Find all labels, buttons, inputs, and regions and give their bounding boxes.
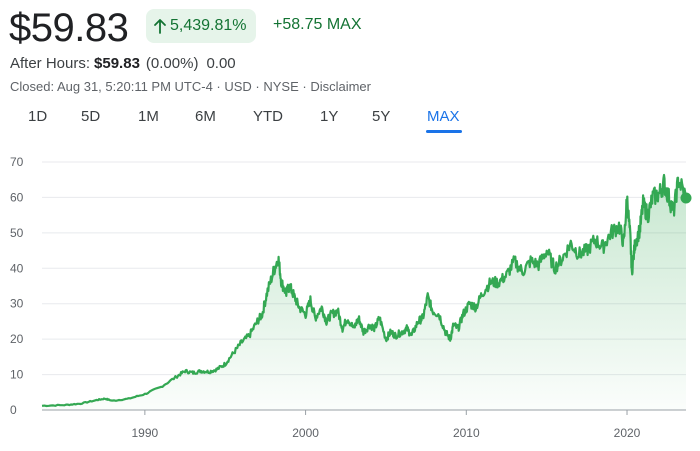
current-price: $59.83 — [9, 6, 129, 50]
price-chart: 0 10 20 30 40 50 60 70 1990 2000 2010 2020 — [10, 155, 692, 440]
price-area-fill — [42, 175, 686, 410]
after-hours-line: After Hours: $59.83 (0.00%) 0.00 — [10, 55, 236, 72]
range-tab-5d[interactable]: 5D — [81, 108, 101, 125]
x-tick-label-2020: 2020 — [614, 426, 641, 440]
x-tick-label-2010: 2010 — [453, 426, 480, 440]
y-tick-label-60: 60 — [10, 190, 24, 204]
y-tick-label-20: 20 — [10, 332, 24, 346]
absolute-change: +58.75 MAX — [273, 16, 362, 34]
range-tab-6m[interactable]: 6M — [195, 108, 216, 125]
range-tab-max[interactable]: MAX — [427, 108, 460, 125]
after-hours-percent: (0.00%) — [145, 55, 199, 72]
change-range-label: MAX — [326, 16, 362, 33]
range-tab-1m[interactable]: 1M — [138, 108, 159, 125]
absolute-change-value: +58.75 — [273, 16, 323, 33]
percent-change-badge: 5,439.81% — [146, 9, 256, 43]
y-tick-label-40: 40 — [10, 261, 24, 275]
range-tab-1d[interactable]: 1D — [28, 108, 48, 125]
range-tab-1y[interactable]: 1Y — [320, 108, 339, 125]
y-tick-label-70: 70 — [10, 155, 24, 169]
x-tick-label-2000: 2000 — [292, 426, 319, 440]
y-tick-label-0: 0 — [10, 403, 17, 417]
y-tick-label-10: 10 — [10, 368, 24, 382]
market-status-line: Closed: Aug 31, 5:20:11 PM UTC-4 · USD ·… — [10, 79, 371, 94]
x-tick-label-1990: 1990 — [132, 426, 159, 440]
after-hours-price: $59.83 — [94, 55, 140, 72]
price-series-line — [41, 173, 688, 408]
arrow-up-icon — [154, 19, 166, 34]
after-hours-label: After Hours: — [10, 55, 91, 72]
active-range-underline — [426, 130, 462, 133]
percent-change-value: 5,439.81% — [170, 17, 247, 34]
range-tab-ytd[interactable]: YTD — [253, 108, 283, 125]
after-hours-change: 0.00 — [206, 55, 236, 72]
last-price-point — [680, 192, 692, 204]
y-tick-label-30: 30 — [10, 297, 24, 311]
range-tab-5y[interactable]: 5Y — [372, 108, 391, 125]
y-tick-label-50: 50 — [10, 226, 24, 240]
